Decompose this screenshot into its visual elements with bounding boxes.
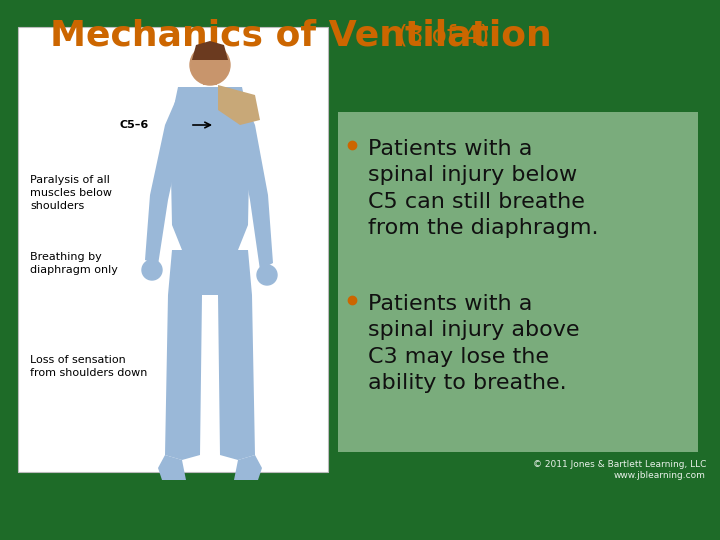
FancyBboxPatch shape: [18, 27, 328, 472]
Polygon shape: [168, 250, 252, 295]
Text: © 2011 Jones & Bartlett Learning, LLC
www.jblearning.com: © 2011 Jones & Bartlett Learning, LLC ww…: [533, 460, 706, 480]
FancyBboxPatch shape: [338, 112, 698, 452]
Circle shape: [190, 45, 230, 85]
Polygon shape: [232, 95, 273, 270]
Text: Mechanics of Ventilation: Mechanics of Ventilation: [50, 18, 552, 52]
Circle shape: [142, 260, 162, 280]
FancyBboxPatch shape: [203, 69, 217, 85]
Text: Patients with a
spinal injury below
C5 can still breathe
from the diaphragm.: Patients with a spinal injury below C5 c…: [368, 139, 598, 238]
Text: (3 of 4): (3 of 4): [390, 23, 490, 47]
Text: Loss of sensation
from shoulders down: Loss of sensation from shoulders down: [30, 355, 148, 378]
Polygon shape: [192, 41, 228, 60]
Polygon shape: [165, 295, 202, 460]
Text: Paralysis of all
muscles below
shoulders: Paralysis of all muscles below shoulders: [30, 175, 112, 211]
Polygon shape: [234, 455, 262, 480]
Polygon shape: [145, 95, 188, 265]
Circle shape: [257, 265, 277, 285]
Polygon shape: [218, 295, 255, 460]
Polygon shape: [170, 87, 250, 250]
Polygon shape: [158, 455, 186, 480]
Text: Patients with a
spinal injury above
C3 may lose the
ability to breathe.: Patients with a spinal injury above C3 m…: [368, 294, 580, 393]
Text: C5–6: C5–6: [120, 120, 149, 130]
Polygon shape: [218, 85, 260, 125]
Text: Breathing by
diaphragm only: Breathing by diaphragm only: [30, 252, 118, 275]
